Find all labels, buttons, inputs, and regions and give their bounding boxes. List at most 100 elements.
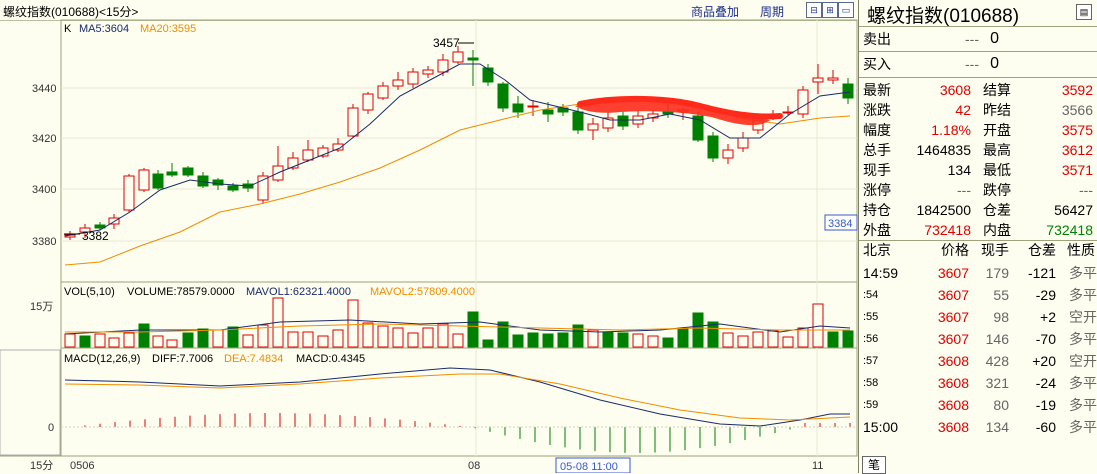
y-tick-3400: 3400 [32, 184, 56, 196]
volume-bar [166, 339, 178, 348]
window-icon[interactable]: ▭ [838, 2, 854, 18]
candle-body [482, 67, 494, 83]
quote-value: --- [957, 182, 971, 198]
volume-bar [542, 333, 554, 348]
cursor-time: 05-08 11:00 [560, 461, 618, 473]
volume-bar [287, 331, 299, 348]
candle-body [512, 103, 524, 113]
tick-price: 3608 [937, 419, 969, 435]
ma5-legend: MA5:3604 [79, 23, 129, 35]
macd-histogram [84, 413, 851, 453]
vol-mavol2: MAVOL2:57809.4000 [370, 286, 475, 298]
quote-value: 732418 [1046, 222, 1093, 238]
candle-body [467, 57, 479, 61]
y-tick-3420: 3420 [32, 133, 56, 145]
tick-nature: 多平 [1069, 331, 1097, 347]
candle-body [737, 137, 749, 149]
quote-value: 1842500 [916, 202, 971, 218]
zoom-out-icon[interactable]: ⊟ [806, 2, 822, 18]
tick-time: :56 [863, 333, 879, 345]
tick-oi: -24 [1035, 375, 1056, 391]
quote-value: 1464835 [916, 142, 971, 158]
tick-oi: -19 [1035, 397, 1056, 413]
volume-bar [64, 333, 76, 348]
volume-bar [752, 331, 764, 348]
quote-label: 持仓 [863, 202, 891, 218]
diff-line [64, 367, 850, 427]
tick-tab[interactable]: 笔 [862, 456, 886, 474]
quote-label: 幅度 [863, 122, 891, 138]
tick-oi: -60 [1035, 419, 1056, 435]
volume-bar [317, 335, 329, 348]
tick-time: :59 [863, 399, 879, 411]
buy-row: 买入 --- 0 [863, 55, 999, 72]
quote-row: 总手 1464835 最高 3612 [859, 140, 1097, 160]
volume-bar [467, 311, 479, 348]
mavol1-line [64, 319, 851, 335]
quote-label: 最新 [863, 82, 891, 98]
red-scribble-annotation [575, 98, 770, 126]
macd-dea: DEA:7.4834 [224, 353, 283, 365]
volume-bar [587, 329, 599, 348]
candle-body [812, 77, 824, 83]
volume-bar [377, 325, 389, 348]
main-gridlines [61, 20, 857, 456]
mavol2-line [65, 323, 850, 333]
volume-bar [632, 333, 644, 348]
candle-body [377, 85, 389, 99]
quote-row: 涨跌 42 昨结 3566 [859, 100, 1097, 120]
period-button[interactable]: 周期 [760, 5, 785, 19]
candle-body [587, 123, 599, 131]
tick-oi: -70 [1035, 331, 1056, 347]
volume-bar [722, 332, 734, 348]
overlay-button[interactable]: 商品叠加 [691, 5, 740, 19]
chart-area[interactable]: 3440 3420 3400 3380 15万 0 K MA5:3604 MA2… [0, 0, 858, 473]
candle-body [362, 93, 374, 111]
volume-bar [557, 332, 569, 348]
ma20-legend: MA20:3595 [140, 23, 196, 35]
cursor-time-box [555, 457, 631, 473]
price-tag-value: 3384 [828, 218, 852, 230]
zoom-in-icon[interactable]: ⊞ [822, 2, 838, 18]
x-label-0506: 0506 [70, 460, 94, 472]
tick-nature: 多平 [1069, 265, 1097, 281]
tick-vol: 428 [985, 353, 1009, 369]
period-label: 15分 [30, 459, 53, 472]
candle-body [138, 169, 150, 191]
tick-vol: 55 [993, 287, 1009, 303]
y-tick-3380: 3380 [32, 236, 56, 248]
quote-row: 最新 3608 结算 3592 [859, 80, 1097, 100]
quote-label: 涨停 [863, 182, 891, 198]
dea-line [64, 373, 851, 421]
volume-bar [108, 337, 120, 348]
candle-body [152, 173, 164, 189]
volume-bar [737, 335, 749, 348]
tick-price: 3608 [937, 397, 969, 413]
quote-label: 内盘 [983, 222, 1011, 238]
x-label-11: 11 [812, 460, 823, 472]
candle-body [797, 89, 809, 115]
tick-oi: +2 [1040, 309, 1056, 325]
volume-bar [797, 327, 809, 348]
tick-nature: 空开 [1069, 353, 1097, 369]
candle-body [227, 185, 239, 191]
quote-label: 跌停 [983, 182, 1011, 198]
panel-menu-icon[interactable]: ▤ [1076, 4, 1092, 20]
candle-body [332, 143, 344, 151]
tick-vol: 134 [985, 419, 1009, 435]
tick-time: :54 [863, 289, 879, 301]
tick-time: 15:00 [863, 419, 899, 435]
sell-row: 卖出 --- 0 [863, 30, 999, 47]
tick-price: 3607 [937, 265, 969, 281]
volume-bar [197, 328, 209, 348]
tick-time: :58 [863, 377, 879, 389]
volume-bar [212, 329, 224, 348]
tick-price: 3607 [937, 331, 969, 347]
macd-y-tick: 0 [48, 422, 54, 434]
quote-panel: 螺纹指数(010688) ▤ 卖出 --- 0 买入 --- 0 最新 3608 结… [858, 0, 1097, 473]
candle-body [452, 51, 464, 63]
candle-body [722, 149, 734, 159]
candle-body [407, 71, 419, 85]
volume-bar [662, 337, 674, 348]
candle-body [692, 115, 704, 141]
